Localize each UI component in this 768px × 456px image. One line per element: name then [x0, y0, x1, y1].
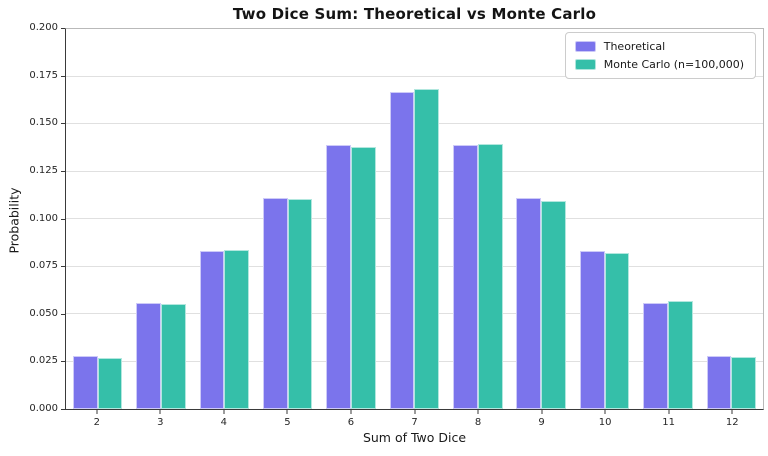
y-tick-mark	[61, 266, 65, 268]
y-tick-label: 0.050	[29, 307, 58, 319]
bar-monte-carlo-n-100-000-7	[414, 89, 440, 409]
x-tick-label: 10	[598, 417, 612, 428]
y-tick-label: 0.200	[29, 22, 58, 33]
y-tick-mark	[61, 218, 65, 220]
bar-group-11	[636, 29, 699, 409]
bar-group-9	[510, 29, 573, 409]
bar-group-12	[700, 29, 763, 409]
x-tick-label: 12	[725, 417, 739, 428]
legend-swatch	[574, 41, 596, 52]
bar-theoretical-4	[199, 250, 225, 409]
legend-entry: Monte Carlo (n=100,000)	[574, 58, 744, 71]
y-tick-label: 0.175	[29, 69, 58, 81]
bar-theoretical-7	[389, 92, 415, 409]
y-tick-mark	[61, 313, 65, 315]
y-tick-label: 0.000	[29, 403, 58, 414]
bar-group-2	[66, 29, 129, 409]
bar-monte-carlo-n-100-000-12	[731, 357, 756, 409]
bar-monte-carlo-n-100-000-8	[477, 143, 503, 409]
x-tick-mark	[159, 410, 161, 414]
legend-swatch	[574, 59, 596, 70]
y-tick-label: 0.025	[29, 355, 58, 367]
bar-monte-carlo-n-100-000-10	[604, 253, 630, 409]
x-tick-mark	[541, 410, 543, 414]
bar-theoretical-5	[263, 197, 288, 409]
x-tick-mark	[604, 410, 606, 414]
bar-group-4	[193, 29, 256, 409]
x-tick-label: 8	[474, 417, 482, 428]
x-tick-label: 5	[284, 417, 291, 428]
bar-monte-carlo-n-100-000-3	[161, 304, 186, 409]
bar-theoretical-9	[516, 197, 542, 409]
bar-group-5	[256, 29, 319, 409]
x-tick-label: 11	[662, 417, 676, 428]
y-tick-mark	[61, 361, 65, 363]
x-axis-label: Sum of Two Dice	[362, 430, 467, 445]
bar-monte-carlo-n-100-000-5	[287, 198, 313, 409]
x-tick-mark	[414, 410, 415, 414]
bar-theoretical-10	[579, 250, 605, 409]
x-tick-label: 3	[157, 417, 164, 428]
x-tick-mark	[223, 410, 225, 414]
legend-label: Theoretical	[603, 40, 666, 53]
legend: Theoretical Monte Carlo (n=100,000)	[564, 32, 756, 79]
bar-group-7	[383, 29, 446, 409]
bars-layer	[66, 29, 763, 409]
legend-entry: Theoretical	[574, 40, 744, 53]
x-tick-label: 7	[411, 417, 418, 428]
y-tick-mark	[61, 28, 65, 29]
x-tick-mark	[668, 410, 670, 414]
bar-monte-carlo-n-100-000-4	[224, 250, 250, 409]
bar-group-6	[319, 29, 382, 409]
x-tick-mark	[731, 410, 733, 414]
y-tick-mark	[61, 75, 65, 77]
gridline	[66, 75, 763, 77]
y-tick-label: 0.100	[29, 212, 58, 224]
chart-title: Two Dice Sum: Theoretical vs Monte Carlo	[232, 5, 597, 23]
x-tick-mark	[286, 410, 288, 414]
bar-theoretical-2	[72, 356, 98, 409]
x-tick-label: 6	[347, 417, 355, 428]
x-tick-label: 9	[538, 417, 545, 428]
y-tick-label: 0.150	[29, 117, 58, 129]
legend-label: Monte Carlo (n=100,000)	[603, 58, 744, 71]
x-tick-mark	[477, 410, 479, 414]
bar-monte-carlo-n-100-000-9	[541, 200, 566, 409]
y-tick-mark	[61, 409, 65, 410]
bar-theoretical-12	[706, 356, 732, 409]
x-tick-mark	[96, 410, 98, 414]
bar-group-8	[446, 29, 509, 409]
plot-area: Theoretical Monte Carlo (n=100,000)	[65, 28, 764, 410]
bar-theoretical-8	[453, 145, 478, 409]
bar-theoretical-3	[136, 303, 162, 409]
bar-monte-carlo-n-100-000-2	[97, 357, 123, 409]
y-tick-label: 0.075	[29, 260, 58, 272]
y-tick-mark	[61, 123, 65, 125]
y-tick-mark	[61, 170, 65, 172]
x-tick-mark	[350, 410, 352, 414]
bar-group-3	[129, 29, 192, 409]
bar-theoretical-11	[643, 303, 668, 409]
bar-theoretical-6	[326, 145, 352, 409]
x-tick-label: 2	[93, 417, 100, 428]
bar-monte-carlo-n-100-000-11	[667, 300, 693, 409]
bar-monte-carlo-n-100-000-6	[351, 146, 376, 409]
y-tick-label: 0.125	[29, 164, 58, 176]
x-tick-label: 4	[220, 417, 228, 428]
bar-group-10	[573, 29, 636, 409]
